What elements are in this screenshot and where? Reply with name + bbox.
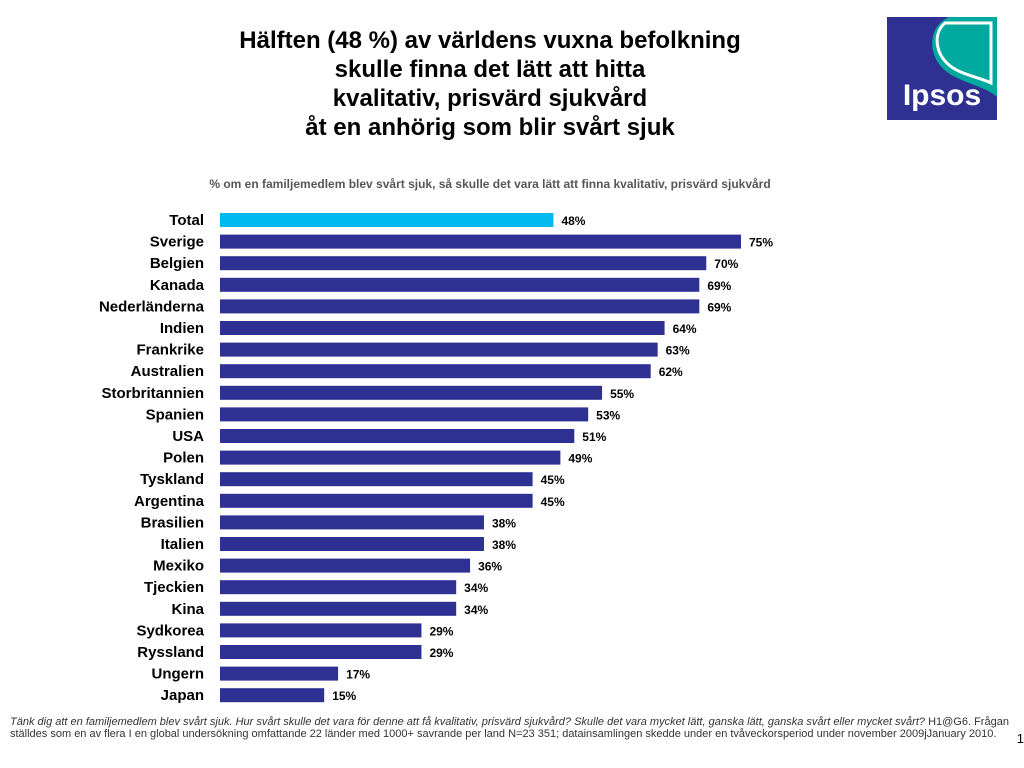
bar bbox=[220, 342, 658, 357]
value-label: 15% bbox=[332, 689, 356, 703]
bar bbox=[220, 213, 554, 227]
bar bbox=[220, 277, 700, 292]
value-label: 36% bbox=[478, 560, 502, 574]
ipsos-logo-graphic: Ipsos bbox=[887, 17, 997, 120]
category-label: Nederländerna bbox=[99, 298, 205, 315]
title-line-2: skulle finna det lätt att hitta bbox=[334, 56, 646, 83]
value-label: 69% bbox=[707, 279, 731, 293]
value-label: 17% bbox=[346, 668, 370, 682]
title-line-1: Hälften (48 %) av världens vuxna befolkn… bbox=[239, 27, 741, 54]
category-label: Ryssland bbox=[137, 644, 204, 661]
category-label: Japan bbox=[161, 687, 204, 704]
category-label: Ungern bbox=[152, 666, 205, 683]
category-label: Indien bbox=[160, 320, 204, 337]
bar bbox=[220, 299, 700, 314]
bar bbox=[220, 688, 325, 703]
value-label: 34% bbox=[464, 581, 488, 595]
bar bbox=[220, 472, 533, 487]
footnote: Tänk dig att en familjemedlem blev svårt… bbox=[10, 716, 1010, 740]
bar bbox=[220, 450, 561, 465]
bar bbox=[220, 234, 741, 249]
bar bbox=[220, 407, 589, 422]
category-label: Kanada bbox=[150, 277, 205, 294]
bar bbox=[220, 429, 575, 443]
title-line-3: kvalitativ, prisvärd sjukvård bbox=[332, 85, 648, 112]
bar bbox=[220, 364, 651, 379]
bar-chart: Total 48% Sverige 75% Belgien 70% Kanada 69% Ned… bbox=[99, 212, 773, 704]
value-label: 51% bbox=[582, 430, 606, 444]
bar bbox=[220, 385, 603, 400]
category-label: Australien bbox=[131, 363, 204, 380]
value-label: 64% bbox=[673, 322, 697, 336]
value-label: 70% bbox=[714, 257, 738, 271]
category-label: Frankrike bbox=[136, 342, 204, 359]
bar bbox=[220, 558, 471, 573]
bar bbox=[220, 493, 533, 508]
category-label: Brasilien bbox=[141, 514, 204, 531]
value-label: 34% bbox=[464, 603, 488, 617]
value-label: 49% bbox=[568, 452, 592, 466]
value-label: 62% bbox=[659, 365, 683, 379]
bar bbox=[220, 623, 422, 638]
category-label: Tyskland bbox=[140, 471, 204, 488]
value-label: 69% bbox=[707, 300, 731, 314]
category-label: Tjeckien bbox=[144, 579, 204, 596]
footnote-method: H1@G6. Frågan ställdes som en av flera I… bbox=[10, 716, 1009, 740]
ipsos-logo: Ipsos bbox=[887, 17, 997, 120]
bar bbox=[220, 515, 484, 530]
chart-subtitle: % om en familjemedlem blev svårt sjuk, s… bbox=[209, 177, 771, 191]
category-label: Belgien bbox=[150, 255, 204, 272]
value-label: 38% bbox=[492, 516, 516, 530]
value-label: 45% bbox=[541, 495, 565, 509]
bar bbox=[220, 645, 422, 659]
category-label: Polen bbox=[163, 450, 204, 467]
category-label: Spanien bbox=[146, 406, 204, 423]
category-label: Kina bbox=[171, 601, 204, 618]
footnote-question: Tänk dig att en familjemedlem blev svårt… bbox=[10, 716, 926, 728]
value-label: 53% bbox=[596, 408, 620, 422]
category-label: Sverige bbox=[150, 234, 204, 251]
category-label: Mexiko bbox=[153, 558, 204, 575]
category-label: Sydkorea bbox=[136, 622, 204, 639]
bar bbox=[220, 580, 457, 595]
value-label: 38% bbox=[492, 538, 516, 552]
logo-text: Ipsos bbox=[903, 79, 981, 112]
category-label: Italien bbox=[161, 536, 204, 553]
value-label: 29% bbox=[429, 624, 453, 638]
value-label: 63% bbox=[666, 344, 690, 358]
value-label: 75% bbox=[749, 236, 773, 250]
bar bbox=[220, 321, 665, 335]
title-line-4: åt en anhörig som blir svårt sjuk bbox=[305, 114, 675, 141]
category-label: USA bbox=[172, 428, 204, 445]
bar bbox=[220, 256, 707, 271]
category-label: Total bbox=[169, 212, 204, 229]
bar bbox=[220, 537, 484, 551]
value-label: 29% bbox=[429, 646, 453, 660]
bar bbox=[220, 666, 339, 681]
value-label: 55% bbox=[610, 387, 634, 401]
category-label: Storbritannien bbox=[101, 385, 204, 402]
bar bbox=[220, 601, 457, 616]
category-label: Argentina bbox=[134, 493, 205, 510]
value-label: 45% bbox=[541, 473, 565, 487]
page-title: Hälften (48 %) av världens vuxna befolkn… bbox=[150, 26, 830, 142]
value-label: 48% bbox=[561, 214, 585, 228]
page-number: 1 bbox=[1016, 731, 1024, 746]
